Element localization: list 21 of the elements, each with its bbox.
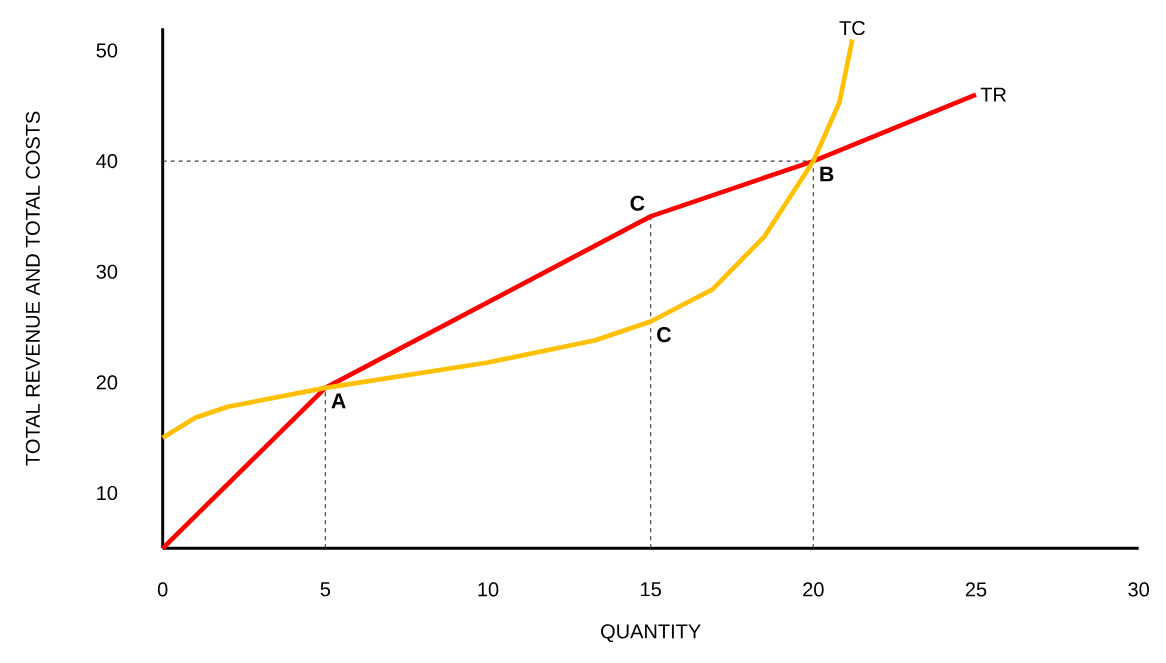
annotation: A (331, 393, 346, 409)
series-label: TC (839, 20, 865, 36)
y-tick-label: 20 (96, 375, 118, 390)
line-series (160, 92, 979, 551)
y-tick-label: 10 (97, 485, 118, 501)
y-tick-label: 40 (96, 154, 118, 169)
annotation: C (657, 327, 672, 343)
series-label: TR (980, 87, 1006, 102)
x-tick-label: 25 (965, 582, 987, 597)
x-tick-label: 15 (641, 582, 661, 597)
annotation: C (630, 195, 645, 211)
y-axis-title: TOTAL REVENUE AND TOTAL COSTS (25, 111, 40, 466)
x-axis-title: QUANTITY (601, 624, 701, 643)
annotation: B (820, 166, 834, 182)
x-tick-label: 20 (803, 582, 824, 597)
x-tick-label: 0 (157, 582, 168, 597)
y-tick-label: 50 (96, 43, 118, 58)
x-tick-label: 5 (320, 582, 331, 597)
y-tick-label: 30 (96, 264, 118, 279)
x-tick-label: 30 (1128, 582, 1149, 597)
x-tick-label: 10 (478, 582, 499, 597)
